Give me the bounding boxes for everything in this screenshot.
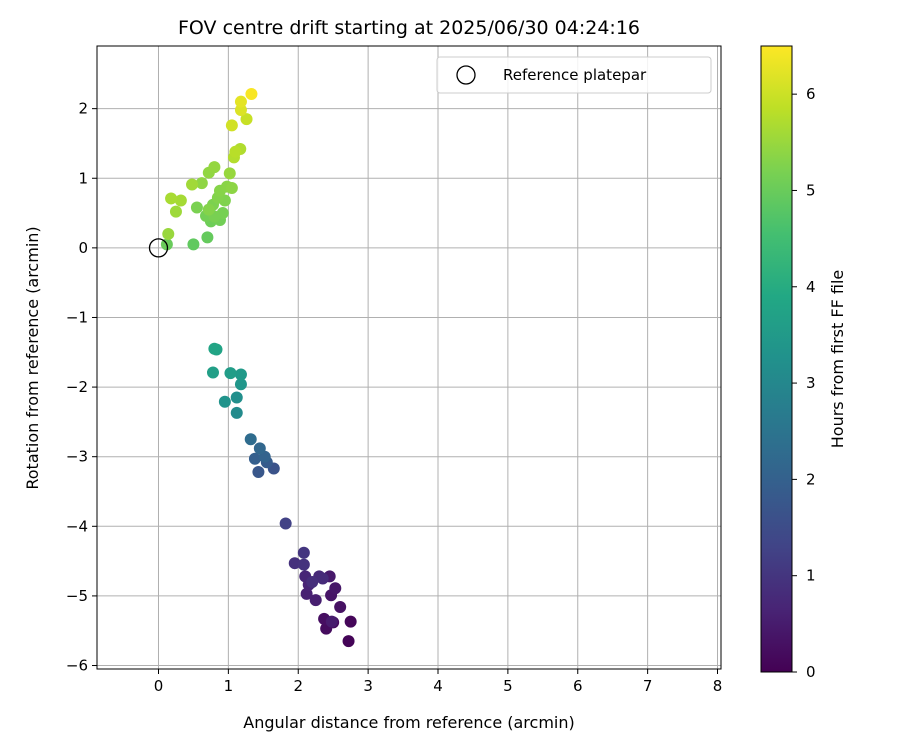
data-point <box>195 177 208 190</box>
x-tick-label: 7 <box>643 677 653 695</box>
colorbar-gradient <box>760 45 793 673</box>
data-point <box>187 238 200 251</box>
colorbar-tick-label: 0 <box>806 663 816 681</box>
data-point <box>279 517 292 530</box>
axis-ticks: 0 1 2 3 4 5 6 7 8 −6 −5 −4 −3 −2 −1 0 1 2 <box>66 100 722 695</box>
data-point <box>230 391 243 404</box>
data-point <box>240 113 253 126</box>
x-tick-label: 3 <box>363 677 373 695</box>
data-point <box>306 575 319 588</box>
data-point <box>344 615 357 628</box>
data-point <box>234 368 247 381</box>
colorbar-tick-label: 4 <box>806 278 816 296</box>
data-point <box>288 557 301 570</box>
y-tick-label: −2 <box>66 378 88 396</box>
data-point <box>224 367 237 380</box>
legend-hollow-circle-marker <box>456 65 476 85</box>
data-point <box>248 452 261 465</box>
x-tick-label: 5 <box>503 677 513 695</box>
data-point <box>245 88 258 101</box>
data-point <box>234 378 247 391</box>
legend-box <box>436 56 712 94</box>
reference-point-marker <box>148 238 169 258</box>
data-point <box>169 205 182 218</box>
data-point <box>225 182 238 195</box>
y-tick-label: −6 <box>66 657 88 675</box>
data-point <box>208 342 221 355</box>
data-point <box>229 145 242 158</box>
y-tick-label: −5 <box>66 587 88 605</box>
data-point <box>325 615 338 628</box>
x-tick-label: 1 <box>224 677 234 695</box>
x-tick-label: 0 <box>154 677 164 695</box>
y-tick-label: 1 <box>78 169 88 187</box>
data-point <box>329 582 342 595</box>
x-tick-label: 6 <box>573 677 583 695</box>
y-tick-label: −3 <box>66 448 88 466</box>
legend: Reference platepar <box>436 56 712 94</box>
y-tick-label: 2 <box>78 100 88 118</box>
data-point <box>218 395 231 408</box>
data-point <box>253 442 266 455</box>
data-point <box>234 104 247 117</box>
data-point <box>201 231 214 244</box>
data-point <box>300 587 313 600</box>
data-point <box>297 558 310 571</box>
y-axis-label: Rotation from reference (arcmin) <box>23 226 42 489</box>
data-point <box>244 433 257 446</box>
data-point <box>223 167 236 180</box>
data-point <box>190 201 203 214</box>
y-tick-label: −4 <box>66 517 88 535</box>
data-point <box>206 366 219 379</box>
x-tick-label: 2 <box>293 677 303 695</box>
data-point <box>316 572 329 585</box>
x-tick-label: 8 <box>713 677 723 695</box>
data-point <box>208 161 221 174</box>
plot-frame <box>96 45 722 670</box>
data-point <box>309 594 322 607</box>
x-axis-label: Angular distance from reference (arcmin) <box>243 713 574 732</box>
colorbar-tick-label: 6 <box>806 85 816 103</box>
colorbar-ticks: 0 1 2 3 4 5 6 <box>792 85 816 681</box>
data-point <box>234 95 247 108</box>
x-tick-label: 4 <box>433 677 443 695</box>
data-point <box>162 227 175 240</box>
data-point <box>174 194 187 207</box>
colorbar-tick-label: 1 <box>806 567 816 585</box>
colorbar-tick-label: 5 <box>806 181 816 199</box>
legend-entry-label: Reference platepar <box>503 66 647 84</box>
y-tick-label: 0 <box>78 239 88 257</box>
colorbar-label: Hours from first FF file <box>828 270 847 449</box>
data-point <box>225 119 238 132</box>
data-point <box>252 466 265 479</box>
data-point <box>297 546 310 559</box>
colorbar-tick-label: 3 <box>806 374 816 392</box>
data-points <box>160 88 357 648</box>
data-point <box>230 406 243 419</box>
colorbar: 0 1 2 3 4 5 6 Hours from first FF file <box>760 45 847 681</box>
colorbar-tick-label: 2 <box>806 470 816 488</box>
data-point <box>202 203 215 216</box>
data-point <box>342 635 355 648</box>
data-point <box>334 601 347 614</box>
y-tick-label: −1 <box>66 308 88 326</box>
data-point <box>186 178 199 191</box>
data-point <box>165 192 178 205</box>
grid <box>97 46 721 669</box>
chart-title: FOV centre drift starting at 2025/06/30 … <box>178 17 640 39</box>
